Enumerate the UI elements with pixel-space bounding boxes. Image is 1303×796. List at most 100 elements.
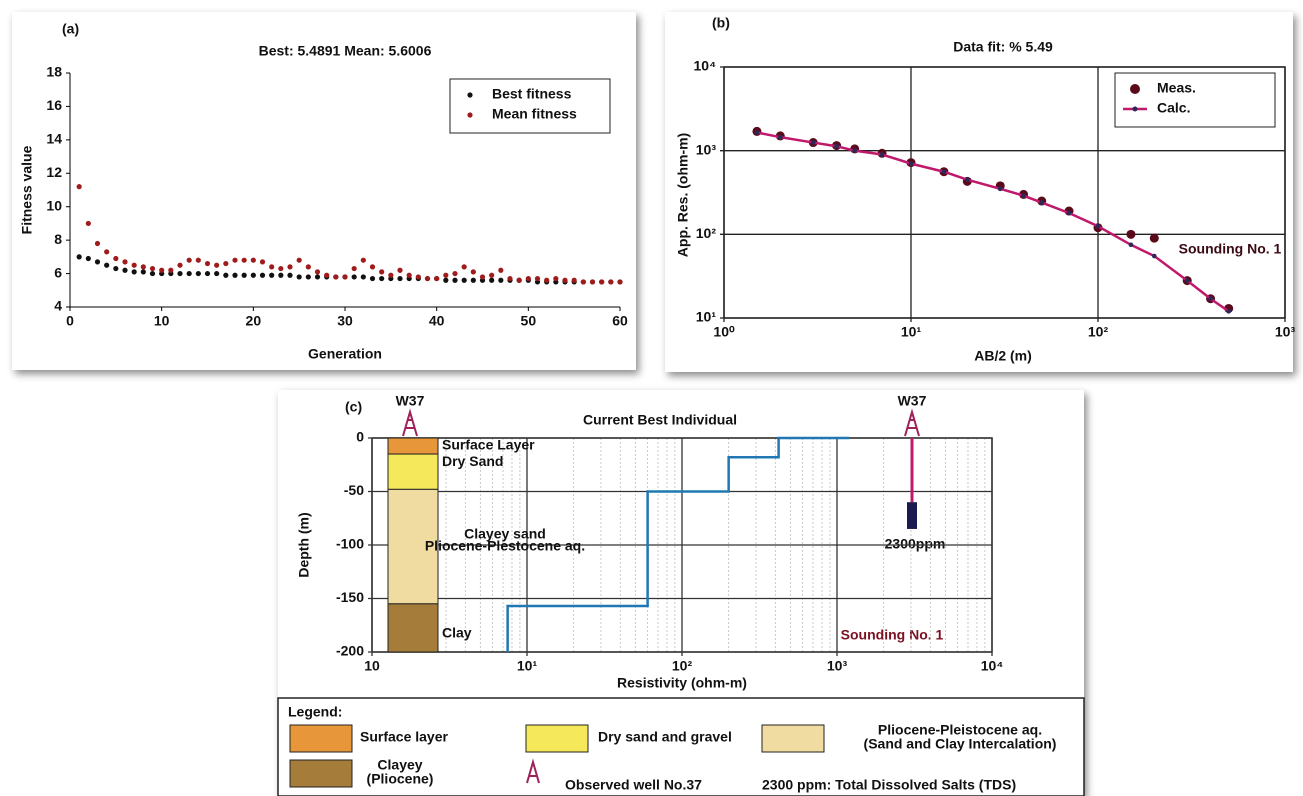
y-tick-label: -150 xyxy=(336,589,364,605)
y-tick-label: 10¹ xyxy=(696,309,717,325)
point xyxy=(186,270,192,277)
point xyxy=(76,254,82,260)
y-tick-label: 4 xyxy=(54,298,62,314)
point xyxy=(296,257,302,263)
x-tick-label: 10⁰ xyxy=(713,324,735,340)
point xyxy=(369,275,376,282)
point xyxy=(168,267,174,273)
line-marker xyxy=(997,186,1003,192)
y-tick-label: 10³ xyxy=(696,141,717,157)
point xyxy=(131,262,137,268)
point xyxy=(397,275,403,282)
point xyxy=(470,277,476,283)
y-tick-label: 18 xyxy=(46,64,62,80)
point xyxy=(259,259,266,265)
point xyxy=(149,270,156,277)
point xyxy=(204,270,211,277)
legend-box xyxy=(1114,72,1276,128)
point xyxy=(470,269,476,275)
point xyxy=(278,272,284,278)
line-marker xyxy=(754,130,760,135)
y-tick-label: 6 xyxy=(54,264,62,280)
point xyxy=(342,274,348,280)
legend-label: Mean fitness xyxy=(492,106,577,122)
point xyxy=(94,240,101,247)
legend-marker xyxy=(467,112,473,118)
legend-box xyxy=(277,697,1085,796)
point xyxy=(149,265,156,272)
point xyxy=(608,279,614,285)
line-marker xyxy=(1151,253,1157,259)
point xyxy=(599,279,605,285)
point xyxy=(122,259,128,265)
x-tick-label: 0 xyxy=(66,313,74,329)
point xyxy=(553,275,559,282)
point xyxy=(305,264,311,270)
line-marker xyxy=(941,169,947,175)
point xyxy=(241,257,247,263)
point xyxy=(452,270,458,277)
point xyxy=(159,267,165,273)
legend-swatch xyxy=(525,724,589,753)
point xyxy=(434,275,440,282)
point xyxy=(360,257,366,263)
point xyxy=(351,274,357,280)
point xyxy=(461,277,467,283)
point xyxy=(580,279,586,285)
line-marker xyxy=(1095,223,1101,229)
line-marker xyxy=(1208,296,1213,302)
point xyxy=(186,257,192,263)
line-marker xyxy=(1184,278,1190,283)
point xyxy=(305,274,311,280)
legend-label: Surface layer xyxy=(360,729,448,745)
point xyxy=(232,257,238,263)
chart-title: Best: 5.4891 Mean: 5.6006 xyxy=(259,43,432,59)
annotation: Sounding No. 1 xyxy=(841,627,944,643)
point xyxy=(544,277,550,283)
line-marker xyxy=(1226,309,1232,314)
line-marker xyxy=(1039,200,1045,205)
y-tick-label: 16 xyxy=(46,97,62,113)
point xyxy=(314,269,321,275)
point xyxy=(122,267,128,273)
point xyxy=(324,272,330,278)
legend-box xyxy=(449,78,611,134)
point xyxy=(443,277,449,283)
legend-label: Observed well No.37 xyxy=(565,777,702,793)
line-marker xyxy=(852,148,858,153)
line-marker xyxy=(1021,193,1026,198)
point xyxy=(113,265,119,272)
point xyxy=(214,270,220,277)
legend-marker xyxy=(467,92,473,98)
layer xyxy=(387,437,439,455)
point xyxy=(113,255,119,262)
point xyxy=(131,269,137,275)
y-tick-label: 10⁴ xyxy=(694,58,717,74)
x-axis-label: Resistivity (ohm-m) xyxy=(617,675,747,691)
point xyxy=(104,262,110,268)
point xyxy=(516,277,522,283)
y-tick-label: -200 xyxy=(336,643,364,659)
line-marker xyxy=(908,161,914,166)
legend-label: Pliocene-Pleistocene aq. xyxy=(878,722,1042,738)
y-tick-label: -100 xyxy=(336,536,364,552)
legend-label: 2300 ppm: Total Dissolved Salts (TDS) xyxy=(762,777,1016,793)
x-axis-label: AB/2 (m) xyxy=(974,348,1032,364)
layer-label: Surface Layer xyxy=(442,437,535,453)
point xyxy=(195,270,201,277)
panel-label: (b) xyxy=(712,15,730,31)
y-tick-label: 14 xyxy=(46,131,62,147)
model-line xyxy=(506,436,850,652)
layer xyxy=(387,453,439,490)
panel-label: (c) xyxy=(345,399,362,415)
point xyxy=(85,255,91,262)
x-tick-label: 10 xyxy=(154,313,170,329)
legend-swatch xyxy=(761,724,825,753)
layer xyxy=(387,488,439,605)
x-tick-label: 60 xyxy=(612,313,628,329)
x-tick-label: 20 xyxy=(246,313,262,329)
chart-title: Current Best Individual xyxy=(583,412,737,428)
point xyxy=(351,265,357,272)
point xyxy=(379,275,385,282)
y-tick-label: 10 xyxy=(46,197,62,213)
